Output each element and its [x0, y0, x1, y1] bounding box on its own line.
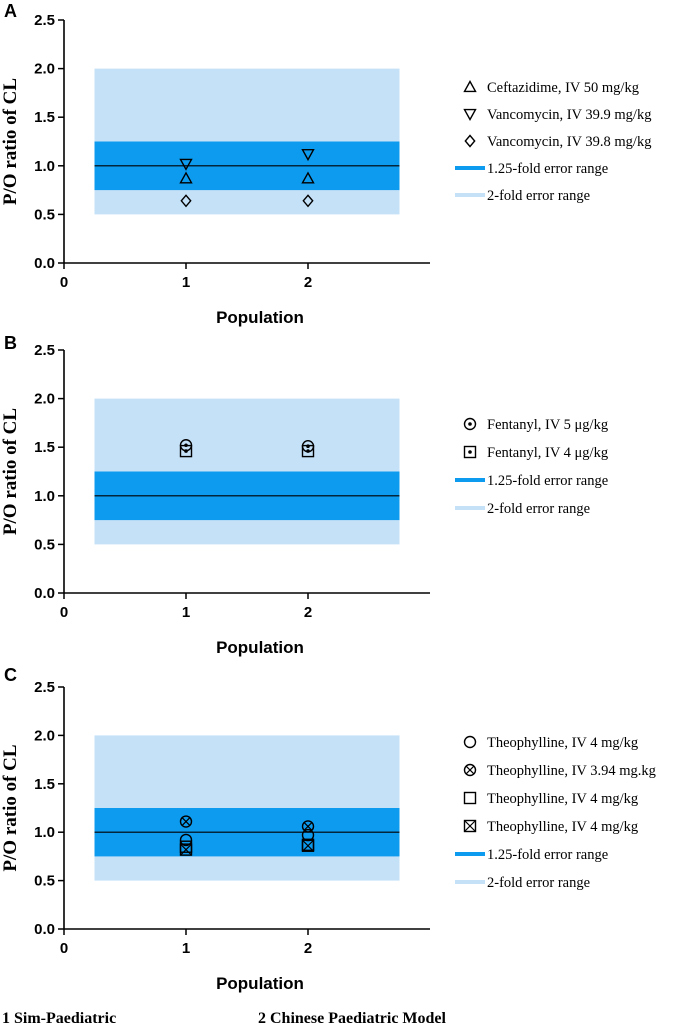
data-point	[179, 843, 193, 856]
y-axis-label: P/O ratio of CL	[0, 744, 21, 871]
legend-label: 2-fold error range	[487, 188, 590, 204]
y-tick-label: 0.0	[34, 585, 55, 602]
legend-label: 1.25-fold error range	[487, 161, 608, 177]
legend-marker	[464, 134, 476, 148]
legend-label: Vancomycin, IV 39.9 mg/kg	[487, 107, 651, 123]
legend-marker	[463, 445, 477, 459]
legend-swatch-two-fold	[455, 880, 485, 884]
legend-swatch-one25	[455, 852, 485, 856]
data-point	[301, 820, 315, 833]
x-tick-label: 1	[182, 274, 190, 291]
legend-label: Theophylline, IV 4 mg/kg	[487, 819, 638, 835]
data-point	[301, 171, 315, 184]
x-tick-label: 0	[60, 940, 68, 957]
data-point	[180, 194, 192, 208]
legend-label: 2-fold error range	[487, 501, 590, 517]
data-point	[179, 171, 193, 184]
data-point	[301, 839, 315, 852]
panel-label: A	[4, 1, 17, 21]
x-tick-label: 2	[304, 604, 312, 621]
data-point	[179, 444, 193, 458]
x-tick-label: 1	[182, 940, 190, 957]
data-point	[302, 194, 314, 208]
x-tick-label: 2	[304, 274, 312, 291]
footnote-item-1: 1 Sim-Paediatric	[2, 1010, 117, 1027]
x-tick-label: 0	[60, 604, 68, 621]
x-axis-label: Population	[216, 974, 304, 993]
legend-marker	[463, 80, 477, 93]
y-tick-label: 2.5	[34, 12, 55, 29]
y-axis-label: P/O ratio of CL	[0, 408, 21, 535]
legend-label: Ceftazidime, IV 50 mg/kg	[487, 80, 639, 96]
y-tick-label: 2.5	[34, 679, 55, 696]
y-tick-label: 2.0	[34, 61, 55, 78]
legend-marker	[463, 108, 477, 121]
legend-swatch-two-fold	[455, 506, 485, 510]
legend-swatch-one25	[455, 478, 485, 482]
y-tick-label: 0.0	[34, 921, 55, 938]
legend-label: 1.25-fold error range	[487, 847, 608, 863]
panel-label: C	[4, 665, 17, 685]
legend-label: Theophylline, IV 3.94 mg.kg	[487, 763, 656, 779]
y-tick-label: 2.5	[34, 342, 55, 359]
legend-label: Vancomycin, IV 39.8 mg/kg	[487, 134, 651, 150]
y-tick-label: 0.5	[34, 536, 55, 553]
legend-marker	[463, 763, 477, 777]
legend-marker	[463, 735, 477, 749]
footnote-item-2: 2 Chinese Paediatric Model	[258, 1010, 446, 1027]
data-point	[301, 149, 315, 162]
legend-marker	[463, 417, 477, 431]
y-tick-label: 0.5	[34, 873, 55, 890]
y-tick-label: 2.0	[34, 727, 55, 744]
y-tick-label: 1.0	[34, 824, 55, 841]
y-tick-label: 0.0	[34, 255, 55, 272]
y-tick-label: 1.0	[34, 158, 55, 175]
legend-label: Fentanyl, IV 4 μg/kg	[487, 445, 608, 461]
x-tick-label: 1	[182, 604, 190, 621]
panel-label: B	[4, 333, 17, 353]
legend-marker	[463, 791, 477, 805]
x-axis-label: Population	[216, 308, 304, 327]
legend-label: 2-fold error range	[487, 875, 590, 891]
footnote: 1 Sim-Paediatric 2 Chinese Paediatric Mo…	[0, 1006, 699, 1032]
y-tick-label: 1.5	[34, 109, 55, 126]
legend-swatch-two-fold	[455, 193, 485, 197]
x-axis-label: Population	[216, 638, 304, 657]
data-point	[301, 444, 315, 458]
y-tick-label: 0.5	[34, 206, 55, 223]
x-tick-label: 2	[304, 940, 312, 957]
y-tick-label: 1.0	[34, 488, 55, 505]
y-tick-label: 1.5	[34, 776, 55, 793]
legend-label: Theophylline, IV 4 mg/kg	[487, 735, 638, 751]
y-tick-label: 1.5	[34, 439, 55, 456]
y-axis-label: P/O ratio of CL	[0, 78, 21, 205]
legend-label: Fentanyl, IV 5 μg/kg	[487, 417, 608, 433]
x-tick-label: 0	[60, 274, 68, 291]
legend-label: Theophylline, IV 4 mg/kg	[487, 791, 638, 807]
legend-swatch-one25	[455, 166, 485, 170]
legend-marker	[463, 819, 477, 833]
data-point	[179, 833, 193, 847]
data-point	[179, 815, 193, 828]
legend-label: 1.25-fold error range	[487, 473, 608, 489]
data-point	[179, 158, 193, 171]
y-tick-label: 2.0	[34, 391, 55, 408]
